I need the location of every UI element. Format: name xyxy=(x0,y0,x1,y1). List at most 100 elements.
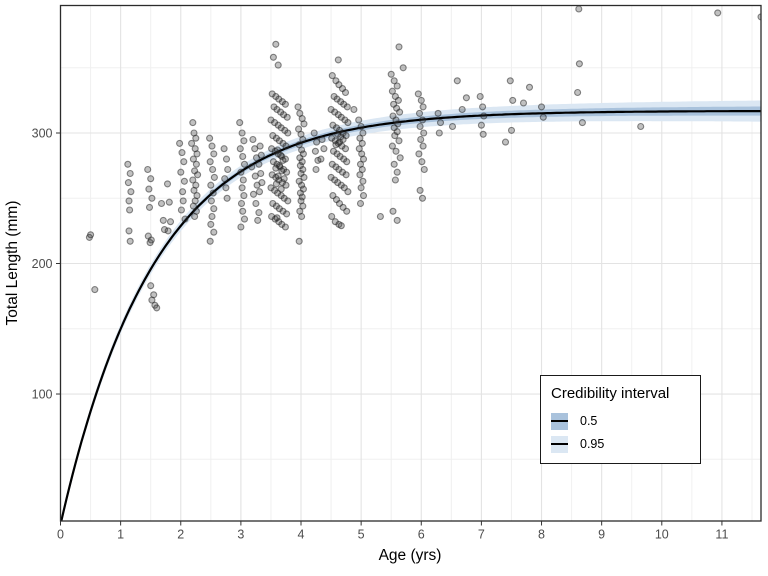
data-point xyxy=(295,237,303,245)
data-point xyxy=(273,214,281,222)
data-point xyxy=(207,197,215,205)
data-point xyxy=(145,203,154,211)
data-point xyxy=(448,122,457,131)
growth-curve-line xyxy=(60,110,761,521)
data-point xyxy=(147,175,155,183)
x-tick-label: 8 xyxy=(538,528,545,542)
data-point xyxy=(223,194,231,202)
data-point xyxy=(334,56,342,64)
data-point xyxy=(343,207,351,215)
data-point xyxy=(311,147,319,155)
data-point xyxy=(255,209,263,217)
data-point xyxy=(393,82,401,90)
data-point xyxy=(357,122,365,131)
data-point xyxy=(462,94,470,102)
data-point xyxy=(358,139,366,147)
data-point xyxy=(501,138,510,146)
data-point xyxy=(310,129,318,137)
data-point xyxy=(525,83,534,91)
data-point xyxy=(166,218,175,226)
data-point xyxy=(418,158,426,166)
data-point xyxy=(298,158,306,166)
data-point xyxy=(388,142,396,150)
data-point xyxy=(190,186,198,194)
data-point xyxy=(337,222,345,230)
x-axis-title: Age (yrs) xyxy=(379,547,442,564)
data-point xyxy=(278,167,286,175)
data-point xyxy=(294,103,302,111)
data-point xyxy=(249,190,258,198)
data-point xyxy=(284,197,292,205)
curve-line-icon xyxy=(551,420,568,422)
data-point xyxy=(255,188,264,196)
data-point xyxy=(578,119,586,127)
data-point xyxy=(282,181,290,189)
data-point xyxy=(359,129,367,137)
data-point xyxy=(419,142,427,150)
data-point xyxy=(210,150,218,158)
x-tick-label: 3 xyxy=(237,528,244,542)
data-point xyxy=(341,145,350,153)
data-point xyxy=(258,179,266,187)
data-point xyxy=(274,61,282,69)
data-point xyxy=(210,205,218,213)
data-point xyxy=(148,296,156,304)
data-point xyxy=(344,188,352,196)
data-point xyxy=(191,212,199,221)
data-point xyxy=(420,165,428,174)
data-point xyxy=(318,135,326,144)
data-point xyxy=(350,105,358,114)
scatter-points xyxy=(85,5,761,312)
data-point xyxy=(415,150,423,158)
data-point xyxy=(236,145,244,153)
data-point xyxy=(206,237,214,245)
data-point xyxy=(240,160,249,168)
data-point xyxy=(209,165,217,174)
data-point xyxy=(159,216,167,224)
data-point xyxy=(507,126,516,134)
data-point xyxy=(248,163,256,171)
x-tick-label: 1 xyxy=(117,528,124,542)
data-point xyxy=(145,185,153,193)
data-point xyxy=(179,188,187,196)
legend-entry-0.5-label: 0.5 xyxy=(580,414,598,428)
data-point xyxy=(356,199,365,208)
data-point xyxy=(320,145,328,153)
data-point xyxy=(124,160,132,168)
data-point xyxy=(343,103,351,111)
x-tick-label: 6 xyxy=(418,528,425,542)
data-point xyxy=(208,142,216,150)
legend-title: Credibility interval xyxy=(551,385,670,402)
data-point xyxy=(416,122,424,131)
data-point xyxy=(178,149,186,157)
data-point xyxy=(194,171,202,179)
data-point xyxy=(420,129,428,137)
data-point xyxy=(272,180,280,188)
data-point xyxy=(509,96,517,104)
data-point xyxy=(312,165,320,174)
data-point xyxy=(479,130,487,138)
credibility-band-0.95-swatch-icon xyxy=(551,435,568,453)
data-point xyxy=(189,202,197,210)
x-tick-label: 9 xyxy=(598,528,605,542)
data-point xyxy=(125,197,133,205)
data-point xyxy=(179,197,187,205)
data-point xyxy=(221,175,229,183)
data-point xyxy=(299,202,307,210)
data-point xyxy=(342,171,350,179)
x-tick-label: 5 xyxy=(358,528,365,542)
data-point xyxy=(284,129,292,137)
data-point xyxy=(419,103,427,111)
data-point xyxy=(207,181,215,189)
data-point xyxy=(395,43,403,51)
axis-ticks xyxy=(56,132,723,526)
data-point xyxy=(257,151,265,159)
legend-entry-0.95-label: 0.95 xyxy=(580,437,605,451)
data-point xyxy=(189,176,197,184)
data-point xyxy=(519,99,528,107)
data-point xyxy=(192,134,200,142)
data-point xyxy=(476,92,484,101)
data-point xyxy=(157,199,166,208)
data-point xyxy=(180,158,188,166)
data-point xyxy=(240,192,248,200)
